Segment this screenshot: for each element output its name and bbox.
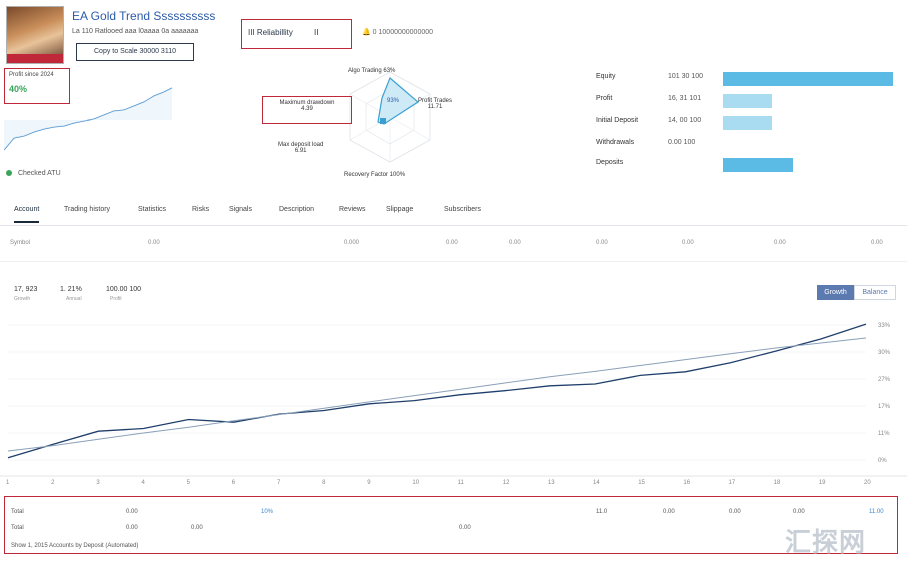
x-tick-label: 5 — [187, 480, 191, 486]
balance-line — [7, 323, 867, 459]
tab-bar: Account Trading history Statistics Risks… — [0, 196, 907, 226]
radar-bottom-left-label: Max deposit load 6.91 — [278, 142, 324, 154]
page-title[interactable]: EA Gold Trend Ssssssssss — [72, 9, 216, 23]
avatar-banner — [7, 54, 63, 63]
verified-badge: Checked ATU — [6, 170, 61, 177]
x-tick-label: 12 — [503, 480, 510, 486]
tab-signals[interactable]: Signals — [229, 206, 252, 213]
x-tick-label: 19 — [819, 480, 826, 486]
y-tick-label: 27% — [878, 377, 891, 383]
weeks-stat: II — [314, 28, 319, 37]
summary-axis-row: Symbol 0.00 0.000 0.00 0.00 0.00 0.00 0.… — [0, 238, 907, 262]
bar-row: Deposits — [596, 156, 896, 172]
mini-growth-chart — [4, 87, 173, 151]
gain-label: Profit since 2024 — [9, 72, 54, 78]
x-tick-label: 1 — [6, 480, 10, 486]
bar-row: Profit 16, 31 101 — [596, 92, 896, 108]
radar-top-label: Algo Trading 63% — [348, 68, 396, 74]
bar-fill — [723, 72, 893, 86]
reliability-stat: III Reliabillity — [248, 28, 293, 37]
stat-growth: 17, 923 — [14, 286, 38, 293]
y-tick-label: 11% — [878, 431, 890, 437]
x-tick-label: 17 — [729, 480, 736, 486]
bell-icon[interactable]: 🔔 — [362, 29, 371, 36]
stat-profit: 100.00 100 — [106, 286, 142, 293]
bar-row: Equity 101 30 100 — [596, 70, 896, 86]
tab-subscribers[interactable]: Subscribers — [444, 206, 481, 213]
account-subline: La 110 Ratlooed aaa l0aaaa 0a aaaaaaa — [72, 28, 199, 35]
x-tick-label: 7 — [277, 480, 281, 486]
y-tick-label: 0% — [878, 458, 887, 464]
gain-highlight: Profit since 2024 40% — [4, 68, 70, 104]
radar-right-label: Profit Trades 11.71 — [418, 98, 453, 110]
watermark-logo: 汇探网 — [785, 527, 867, 557]
x-tick-label: 16 — [683, 480, 690, 486]
x-tick-label: 10 — [412, 480, 419, 486]
bar-row: Initial Deposit 14, 00 100 — [596, 114, 896, 130]
check-icon — [6, 170, 12, 177]
x-tick-label: 11 — [458, 480, 465, 486]
x-tick-label: 8 — [322, 480, 326, 486]
y-axis-ticks: 0% 11% 17% 27% 30% 33% — [878, 323, 891, 464]
chart-lines — [7, 323, 867, 459]
radar-marker — [380, 118, 386, 124]
subscribers-count: 🔔 0 10000000000000 — [362, 29, 434, 36]
balance-toggle[interactable]: Balance — [854, 285, 896, 300]
equity-line — [7, 337, 867, 452]
x-tick-label: 9 — [367, 480, 371, 486]
x-tick-label: 6 — [232, 480, 236, 486]
y-tick-label: 17% — [878, 404, 891, 410]
tab-risks[interactable]: Risks — [192, 206, 210, 213]
bar-row: Withdrawals 0.00 100 — [596, 139, 696, 146]
x-tick-label: 14 — [593, 480, 600, 486]
tab-trading-history[interactable]: Trading history — [64, 206, 111, 213]
copy-signal-button[interactable]: Copy to Scale 30000 3110 — [76, 43, 194, 61]
x-tick-label: 18 — [774, 480, 781, 486]
x-tick-label: 2 — [51, 480, 55, 486]
x-tick-label: 15 — [638, 480, 645, 486]
tab-description[interactable]: Description — [279, 206, 315, 213]
x-tick-label: 4 — [141, 480, 145, 486]
radar-center-value: 93% — [387, 98, 400, 104]
tab-statistics[interactable]: Statistics — [138, 206, 167, 213]
x-tick-label: 13 — [548, 480, 555, 486]
chart-grid — [8, 324, 866, 461]
y-tick-label: 30% — [878, 350, 891, 356]
header-stats-highlight: III Reliabillity II — [241, 19, 352, 49]
gain-value: 40% — [9, 84, 28, 94]
mini-growth-area — [4, 88, 172, 150]
stat-annual: 1. 21% — [60, 286, 82, 293]
radar-bottom-label: Recovery Factor 100% — [344, 172, 406, 178]
tab-account[interactable]: Account — [14, 206, 40, 223]
x-axis-ticks: 1 2 3 4 5 6 7 8 9 10 11 12 13 14 15 16 17 18 19 20 — [0, 475, 907, 486]
tab-slippage[interactable]: Slippage — [386, 206, 414, 213]
growth-toggle[interactable]: Growth — [817, 285, 854, 300]
avatar[interactable] — [6, 6, 64, 64]
bar-fill — [723, 94, 773, 108]
bar-fill — [723, 116, 773, 130]
radar-left-label: Maximum drawdown 4.39 — [279, 100, 335, 112]
footer-summary-highlight: Total 0.00 10% 11.0 0.00 0.00 0.00 11.00… — [4, 496, 898, 554]
bar-fill — [723, 158, 793, 172]
tab-reviews[interactable]: Reviews — [339, 206, 366, 213]
x-tick-label: 20 — [864, 480, 871, 486]
x-tick-label: 3 — [96, 480, 100, 486]
radar-chart: 93% — [349, 71, 431, 163]
growth-chart: 0%11%17%27%30%33% 1 2 3 4 5 6 7 8 9 10 11 12 13 14 15 1… — [0, 323, 907, 486]
y-tick-label: 33% — [878, 323, 891, 329]
drawdown-highlight: Maximum drawdown 4.39 — [262, 96, 352, 124]
